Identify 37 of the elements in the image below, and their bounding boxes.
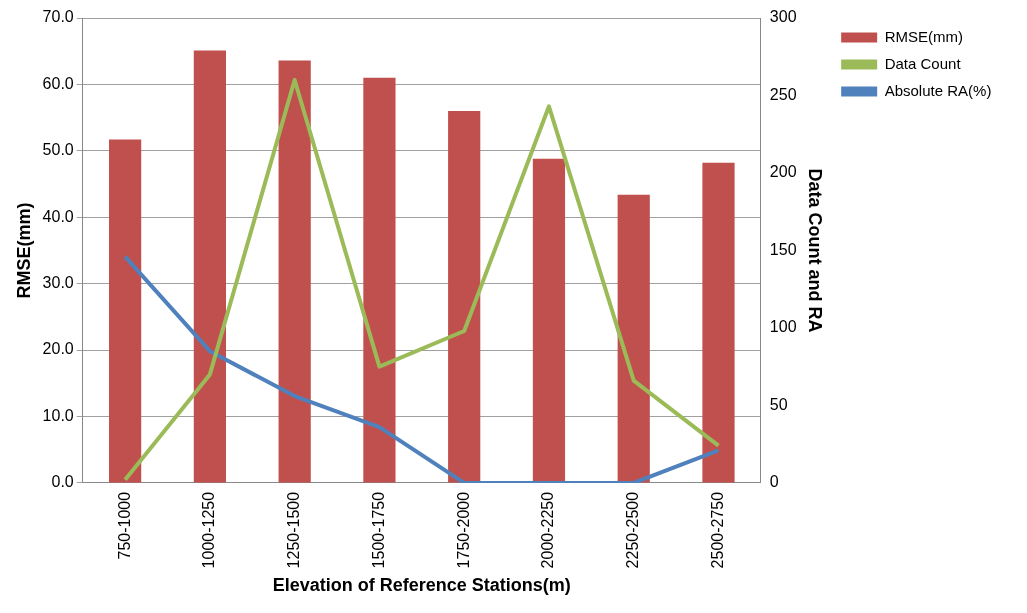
bar bbox=[193, 50, 226, 483]
y2-axis-title: Data Count and RA bbox=[805, 168, 826, 333]
x-tick-label: 2250-2500 bbox=[624, 491, 642, 569]
y-tick-label: 20.0 bbox=[42, 340, 74, 358]
y-tick-label: 60.0 bbox=[42, 74, 74, 92]
bar bbox=[532, 158, 566, 483]
y2-tick-label: 0 bbox=[769, 473, 779, 491]
bar bbox=[109, 139, 142, 483]
y-tick-label: 70.0 bbox=[42, 8, 74, 26]
legend-label: RMSE(mm) bbox=[884, 27, 963, 45]
y-axis-title: RMSE(mm) bbox=[13, 202, 34, 299]
y2-tick-label: 50 bbox=[769, 395, 788, 413]
y-tick-label: 0.0 bbox=[51, 473, 74, 491]
y2-tick-label: 100 bbox=[769, 318, 797, 336]
bar bbox=[617, 194, 650, 483]
x-tick-label: 750-1000 bbox=[115, 491, 133, 560]
y-tick-label: 50.0 bbox=[42, 141, 74, 159]
bar bbox=[363, 77, 396, 483]
y-tick-label: 30.0 bbox=[42, 274, 74, 292]
x-tick-label: 2500-2750 bbox=[708, 491, 726, 569]
legend-label: Absolute RA(%) bbox=[884, 81, 992, 99]
x-tick-label: 1500-1750 bbox=[369, 491, 387, 569]
legend-label: Data Count bbox=[884, 54, 962, 72]
x-tick-label: 2000-2250 bbox=[539, 491, 557, 569]
y2-tick-label: 200 bbox=[769, 163, 797, 181]
y-tick-label: 40.0 bbox=[42, 207, 74, 225]
bar bbox=[278, 60, 311, 483]
bar bbox=[702, 162, 735, 483]
x-tick-label: 1250-1500 bbox=[285, 491, 303, 569]
x-axis-title: Elevation of Reference Stations(m) bbox=[272, 575, 571, 596]
x-tick-label: 1750-2000 bbox=[454, 491, 472, 569]
y2-tick-label: 300 bbox=[769, 8, 797, 26]
y2-tick-label: 250 bbox=[769, 85, 797, 103]
y2-tick-label: 150 bbox=[769, 240, 797, 258]
y-tick-label: 10.0 bbox=[42, 406, 74, 424]
x-tick-label: 1000-1250 bbox=[200, 491, 218, 569]
bar bbox=[448, 110, 481, 483]
